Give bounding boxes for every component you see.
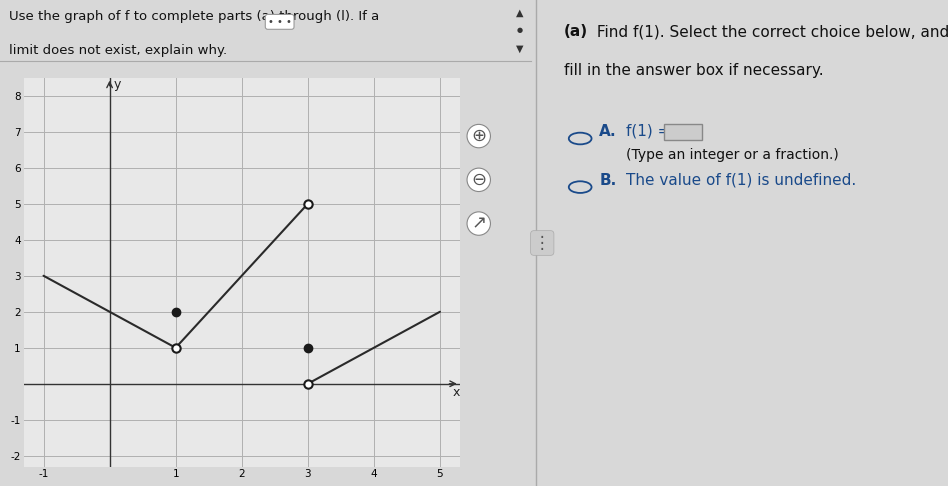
Text: ▼: ▼ bbox=[516, 44, 523, 54]
Text: fill in the answer box if necessary.: fill in the answer box if necessary. bbox=[564, 63, 824, 78]
Text: limit does not exist, explain why.: limit does not exist, explain why. bbox=[9, 44, 228, 57]
Text: Find f(1). Select the correct choice below, and: Find f(1). Select the correct choice bel… bbox=[592, 24, 948, 39]
Text: ⊖: ⊖ bbox=[471, 171, 486, 189]
Text: f(1) =: f(1) = bbox=[626, 124, 670, 139]
Text: y: y bbox=[114, 78, 121, 91]
Text: ⊕: ⊕ bbox=[471, 127, 486, 145]
Text: Use the graph of f to complete parts (a) through (l). If a: Use the graph of f to complete parts (a)… bbox=[9, 10, 380, 23]
Text: • • •: • • • bbox=[267, 17, 292, 27]
Text: (Type an integer or a fraction.): (Type an integer or a fraction.) bbox=[626, 148, 838, 162]
Text: ⋮: ⋮ bbox=[534, 234, 551, 252]
Text: A.: A. bbox=[599, 124, 617, 139]
Text: ▲: ▲ bbox=[516, 7, 523, 17]
Text: x: x bbox=[453, 386, 460, 399]
Text: ●: ● bbox=[517, 27, 522, 33]
Text: B.: B. bbox=[599, 173, 616, 188]
Text: (a): (a) bbox=[564, 24, 588, 39]
Text: ↗: ↗ bbox=[471, 214, 486, 233]
Text: The value of f(1) is undefined.: The value of f(1) is undefined. bbox=[626, 173, 856, 188]
